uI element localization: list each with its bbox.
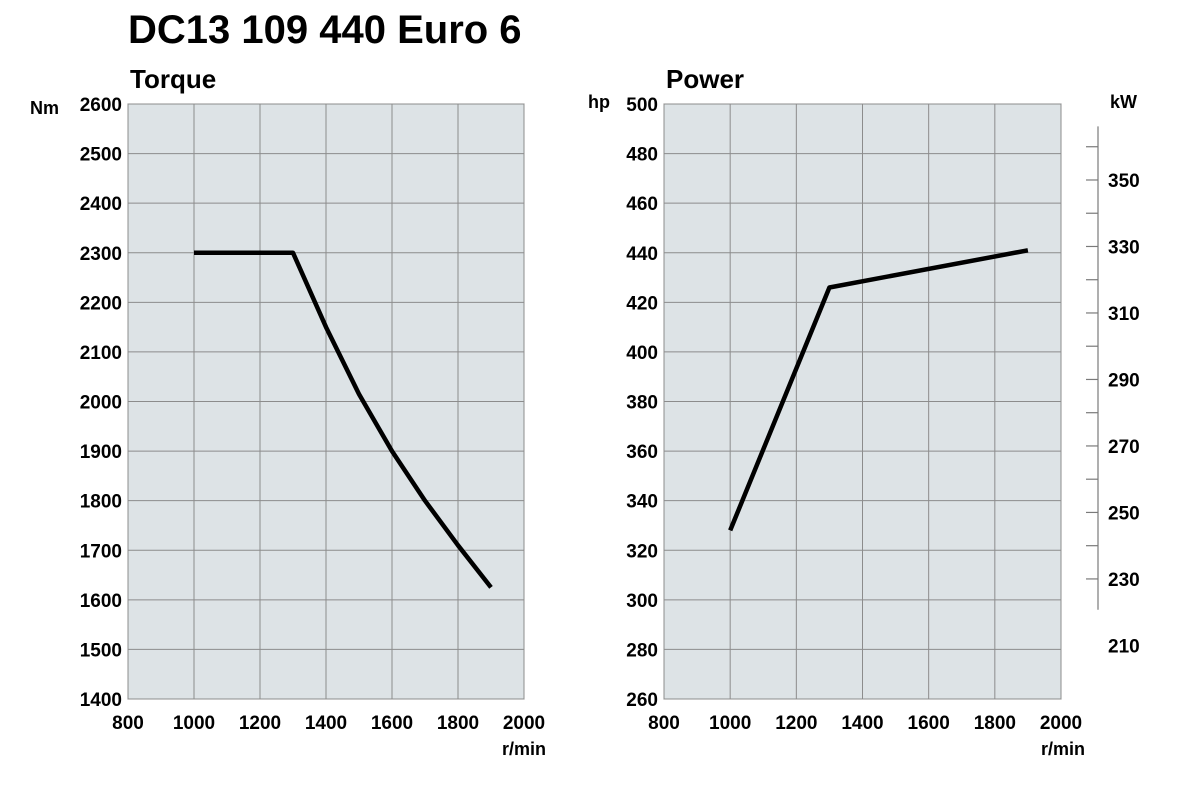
power-kw-axis: 210 230 250 270 290 310 330 350 bbox=[1086, 126, 1140, 657]
torque-chart: Torque Nm r/min 1400 1500 1600 1700 1800 1900… bbox=[30, 64, 546, 759]
t-x-tick-label: 1200 bbox=[239, 713, 281, 734]
t-y-tick-label: 2500 bbox=[80, 145, 122, 166]
p-y-tick-label: 440 bbox=[626, 244, 658, 265]
t-y-tick-label: 1400 bbox=[80, 690, 122, 711]
power-chart: Power hp kW r/min 260 280 300 320 340 360 380 4… bbox=[588, 64, 1140, 759]
p-x-tick-label: 1600 bbox=[908, 713, 950, 734]
power-grid bbox=[663, 103, 1062, 700]
power-x-axis-label: r/min bbox=[1041, 739, 1085, 759]
t-x-tick-label: 1800 bbox=[437, 713, 479, 734]
torque-series-line bbox=[194, 250, 493, 589]
t-y-tick-label: 2400 bbox=[80, 194, 122, 215]
torque-chart-title: Torque bbox=[130, 64, 216, 94]
p-y-tick-label: 300 bbox=[626, 591, 658, 612]
p-x-tick-label: 1000 bbox=[709, 713, 751, 734]
torque-x-axis-label: r/min bbox=[502, 739, 546, 759]
p-y-tick-label: 400 bbox=[626, 343, 658, 364]
p-x-tick-label: 1800 bbox=[974, 713, 1016, 734]
t-y-tick-label: 1600 bbox=[80, 591, 122, 612]
p-y-tick-label: 360 bbox=[626, 442, 658, 463]
power-series-line bbox=[728, 248, 1029, 532]
t-y-tick-label: 1800 bbox=[80, 492, 122, 513]
p-x-tick-label: 1200 bbox=[775, 713, 817, 734]
p-y-tick-label: 320 bbox=[626, 541, 658, 562]
p-y-tick-label: 340 bbox=[626, 492, 658, 513]
power-kw-tick-label: 210 bbox=[1108, 636, 1140, 657]
t-y-tick-label: 2200 bbox=[80, 293, 122, 314]
torque-grid bbox=[127, 103, 525, 700]
power-y-ticks: 260 280 300 320 340 360 380 400 420 440 460 480 500 bbox=[626, 95, 658, 711]
t-y-tick-label: 1500 bbox=[80, 640, 122, 661]
t-y-tick-label: 2000 bbox=[80, 393, 122, 414]
p-y-tick-label: 280 bbox=[626, 640, 658, 661]
power-kw-tick-label: 270 bbox=[1108, 437, 1140, 458]
power-kw-tick-label: 330 bbox=[1108, 237, 1140, 258]
p-y-tick-label: 460 bbox=[626, 194, 658, 215]
power-kw-tick-label: 350 bbox=[1108, 171, 1140, 192]
power-chart-title: Power bbox=[666, 64, 744, 94]
torque-y-ticks: 1400 1500 1600 1700 1800 1900 2000 2100 2200 2300… bbox=[80, 95, 122, 711]
t-y-tick-label: 2600 bbox=[80, 95, 122, 116]
t-x-tick-label: 2000 bbox=[503, 713, 545, 734]
p-y-tick-label: 380 bbox=[626, 393, 658, 414]
t-y-tick-label: 2300 bbox=[80, 244, 122, 265]
t-x-tick-label: 1000 bbox=[173, 713, 215, 734]
t-y-tick-label: 2100 bbox=[80, 343, 122, 364]
power-kw-tick-label: 290 bbox=[1108, 370, 1140, 391]
power-kw-tick-label: 250 bbox=[1108, 503, 1140, 524]
p-y-tick-label: 420 bbox=[626, 293, 658, 314]
p-y-tick-label: 480 bbox=[626, 145, 658, 166]
p-y-tick-label: 260 bbox=[626, 690, 658, 711]
t-x-tick-label: 1600 bbox=[371, 713, 413, 734]
power-y2-axis-label: kW bbox=[1110, 92, 1137, 112]
t-x-tick-label: 800 bbox=[112, 713, 144, 734]
power-kw-tick-label: 230 bbox=[1108, 570, 1140, 591]
power-kw-tick-label: 310 bbox=[1108, 304, 1140, 325]
p-y-tick-label: 500 bbox=[626, 95, 658, 116]
power-y-axis-label: hp bbox=[588, 92, 610, 112]
torque-x-ticks: 800 1000 1200 1400 1600 1800 2000 bbox=[112, 713, 545, 734]
p-x-tick-label: 2000 bbox=[1040, 713, 1082, 734]
torque-y-axis-label: Nm bbox=[30, 98, 59, 118]
p-x-tick-label: 1400 bbox=[841, 713, 883, 734]
power-x-ticks: 800 1000 1200 1400 1600 1800 2000 bbox=[648, 713, 1082, 734]
t-y-tick-label: 1900 bbox=[80, 442, 122, 463]
t-x-tick-label: 1400 bbox=[305, 713, 347, 734]
page-title: DC13 109 440 Euro 6 bbox=[128, 8, 522, 52]
p-x-tick-label: 800 bbox=[648, 713, 680, 734]
t-y-tick-label: 1700 bbox=[80, 541, 122, 562]
